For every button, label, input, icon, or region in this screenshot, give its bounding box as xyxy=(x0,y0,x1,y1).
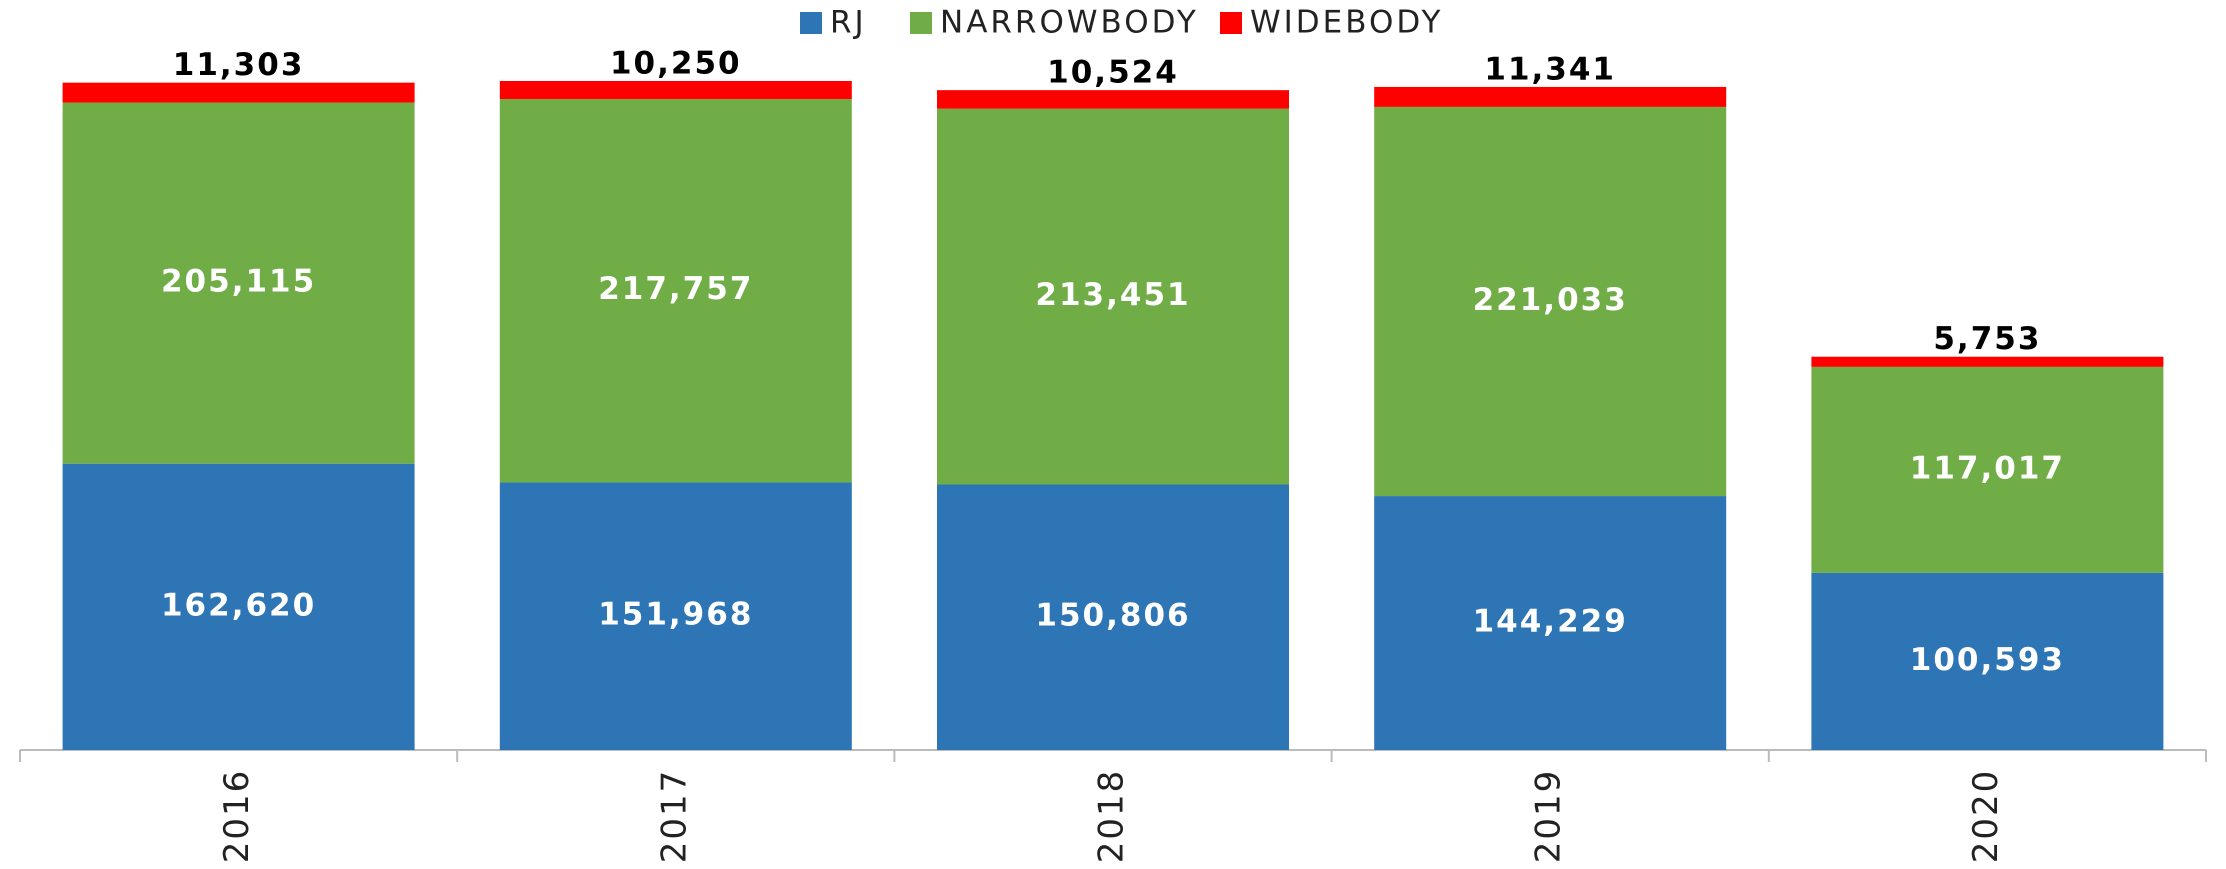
data-label: 117,017 xyxy=(1910,450,2065,486)
data-label: 11,341 xyxy=(1484,51,1616,87)
bar-segment xyxy=(62,82,415,103)
data-label: 213,451 xyxy=(1035,277,1190,313)
legend-label: WIDEBODY xyxy=(1250,5,1444,41)
bar-segment xyxy=(1811,366,2164,573)
bar-segment xyxy=(1811,356,2164,367)
data-label: 10,524 xyxy=(1047,55,1179,91)
data-label: 150,806 xyxy=(1035,598,1190,634)
data-label: 217,757 xyxy=(598,271,753,307)
bar-segment xyxy=(499,482,852,750)
x-tick-label: 2018 xyxy=(1092,769,1132,864)
data-label: 5,753 xyxy=(1933,321,2041,357)
bar-segment xyxy=(937,108,1289,485)
bar-segment xyxy=(1374,106,1727,497)
bar-segment xyxy=(937,90,1289,109)
data-label: 205,115 xyxy=(161,264,316,300)
legend-label: RJ xyxy=(830,5,867,41)
x-tick-label: 2017 xyxy=(654,769,694,864)
data-label: 100,593 xyxy=(1910,642,2065,678)
bar-segment xyxy=(499,99,852,483)
bar-segment xyxy=(62,463,415,750)
x-tick-label: 2020 xyxy=(1966,769,2006,864)
data-label: 162,620 xyxy=(161,587,316,623)
bar-segment xyxy=(499,81,852,100)
bar-segment xyxy=(1374,496,1727,750)
bar-segment xyxy=(937,484,1289,750)
legend-swatch xyxy=(1220,12,1242,34)
data-label: 144,229 xyxy=(1473,604,1628,640)
data-label: 221,033 xyxy=(1473,282,1628,318)
bar-segment xyxy=(1374,86,1727,107)
bar-segment xyxy=(62,102,415,464)
data-label: 11,303 xyxy=(173,47,305,83)
data-label: 10,250 xyxy=(610,46,742,82)
legend-swatch xyxy=(800,12,822,34)
x-tick-label: 2019 xyxy=(1529,769,1569,864)
bar-segment xyxy=(1811,572,2164,750)
legend-swatch xyxy=(910,12,932,34)
data-label: 151,968 xyxy=(598,597,753,633)
x-tick-label: 2016 xyxy=(217,769,257,864)
legend-label: NARROWBODY xyxy=(940,5,1199,41)
